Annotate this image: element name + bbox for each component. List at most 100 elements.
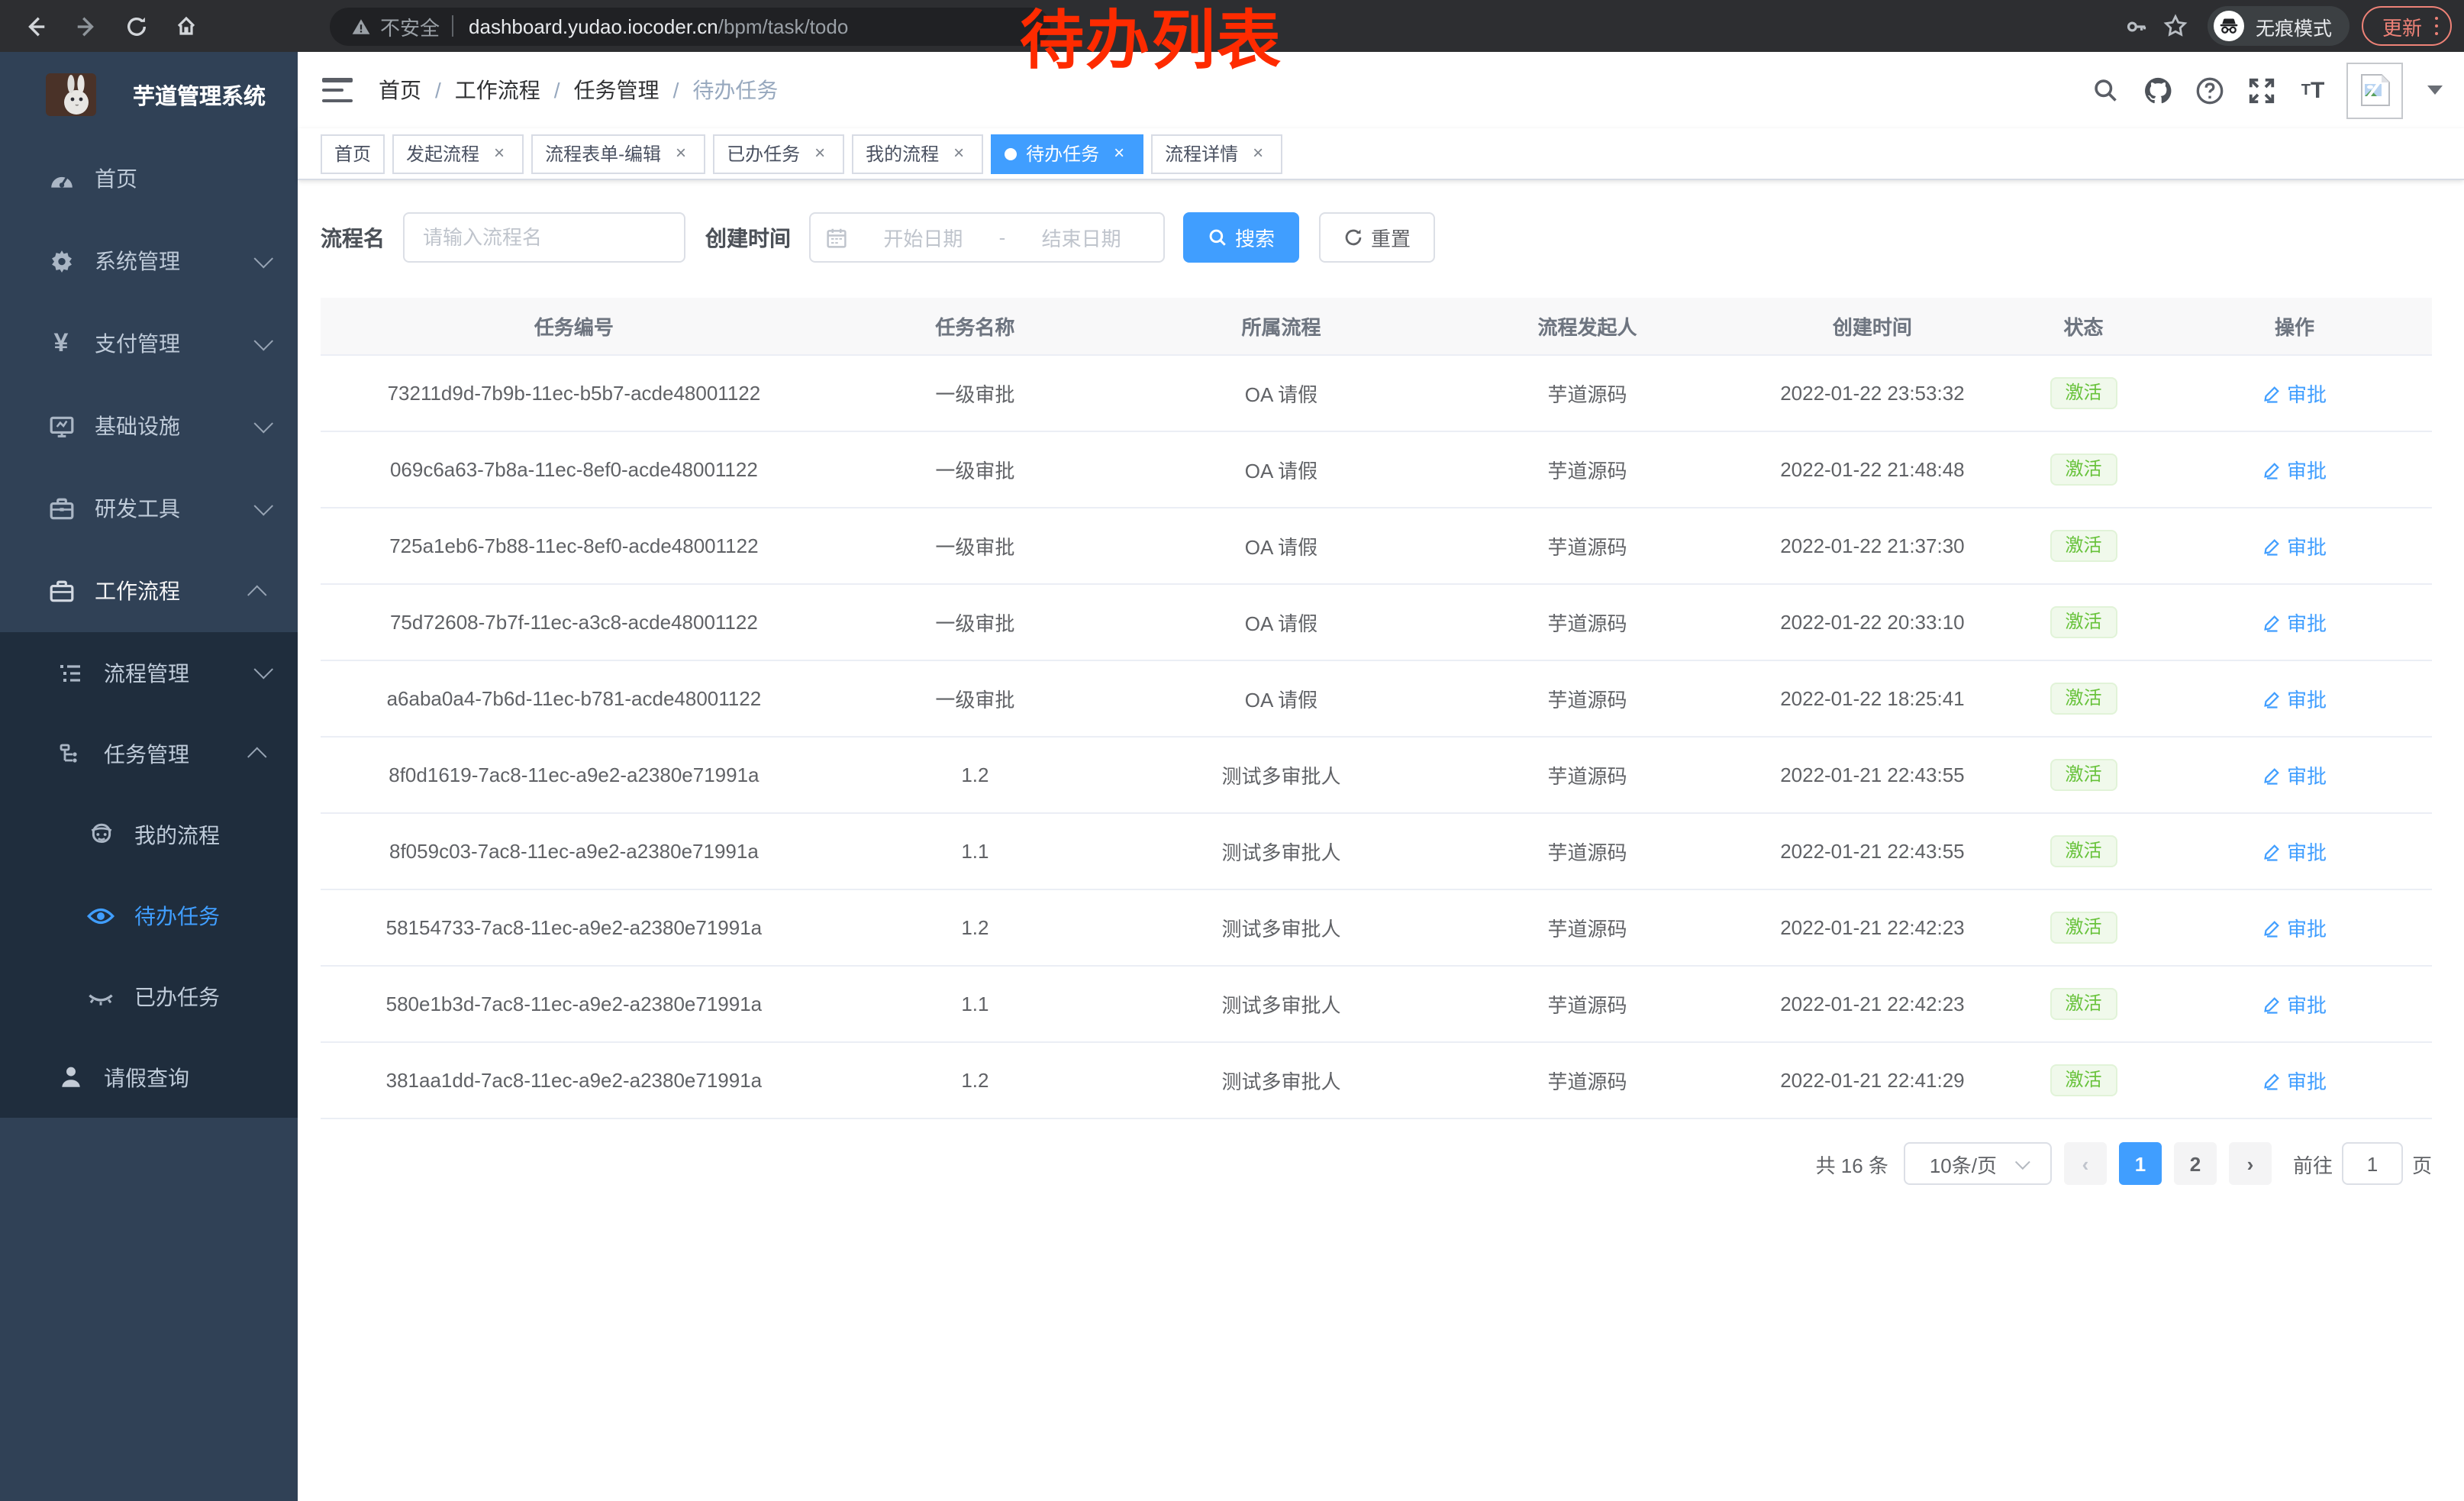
help-icon[interactable]: [2191, 72, 2227, 108]
approve-link[interactable]: 审批: [2262, 379, 2327, 408]
sidebar-item-leave-query[interactable]: 请假查询: [0, 1037, 298, 1118]
approve-link[interactable]: 审批: [2262, 684, 2327, 713]
sidebar-item-workflow[interactable]: 工作流程: [0, 550, 298, 632]
page-content: 流程名 创建时间 开始日期 - 结束日期 搜索: [298, 180, 2464, 1501]
start-date-placeholder[interactable]: 开始日期: [883, 228, 963, 250]
close-tab-icon[interactable]: ×: [1253, 141, 1264, 163]
page-button-1[interactable]: 1: [2118, 1142, 2162, 1185]
cell-process: 测试多审批人: [1221, 765, 1341, 788]
close-tab-icon[interactable]: ×: [814, 141, 826, 163]
tab-6[interactable]: 流程详情 ×: [1151, 134, 1283, 173]
approve-link[interactable]: 审批: [2262, 455, 2327, 484]
tab-1[interactable]: 发起流程 ×: [392, 134, 524, 173]
status-badge: 激活: [2050, 453, 2117, 486]
cell-task-name: 一级审批: [935, 383, 1015, 406]
browser-reload-button[interactable]: [116, 6, 156, 46]
search-icon[interactable]: [2087, 72, 2124, 108]
tab-4[interactable]: 我的流程 ×: [852, 134, 984, 173]
sidebar-item-todo-task[interactable]: 待办任务: [0, 875, 298, 956]
eye-open-icon: [87, 902, 114, 929]
tab-label: 发起流程: [406, 144, 480, 165]
sidebar-item-home[interactable]: 首页: [0, 137, 298, 220]
toolbox-icon: [47, 495, 75, 521]
page-button-2[interactable]: 2: [2173, 1142, 2217, 1185]
tab-0[interactable]: 首页: [321, 134, 385, 173]
tab-label: 流程表单-编辑: [545, 144, 662, 165]
sidebar-item-system[interactable]: 系统管理: [0, 220, 298, 302]
browser-forward-button[interactable]: [66, 6, 105, 46]
date-range-picker[interactable]: 开始日期 - 结束日期: [809, 212, 1165, 263]
password-key-icon[interactable]: [2117, 6, 2156, 46]
page-size-select[interactable]: 10条/页: [1903, 1142, 2052, 1185]
browser-update-button[interactable]: 更新: [2362, 6, 2452, 46]
breadcrumb-home[interactable]: 首页: [379, 78, 421, 102]
incognito-badge: 无痕模式: [2208, 6, 2350, 46]
close-tab-icon[interactable]: ×: [953, 141, 965, 163]
sidebar-item-done-task[interactable]: 已办任务: [0, 956, 298, 1037]
cell-task-id: 8f0d1619-7ac8-11ec-a9e2-a2380e71991a: [389, 763, 760, 786]
reset-button[interactable]: 重置: [1319, 212, 1436, 263]
monitor-icon: [47, 413, 75, 439]
cell-task-name: 一级审批: [935, 689, 1015, 712]
status-badge: 激活: [2050, 987, 2117, 1021]
tab-2[interactable]: 流程表单-编辑 ×: [531, 134, 706, 173]
end-date-placeholder[interactable]: 结束日期: [1041, 228, 1121, 250]
table-row: 75d72608-7b7f-11ec-a3c8-acde48001122 一级审…: [321, 585, 2432, 661]
approve-link[interactable]: 审批: [2262, 1066, 2327, 1095]
approve-link[interactable]: 审批: [2262, 989, 2327, 1018]
approve-link[interactable]: 审批: [2262, 913, 2327, 942]
sidebar-item-payment[interactable]: ¥ 支付管理: [0, 302, 298, 385]
cell-created-time: 2022-01-21 22:42:23: [1780, 993, 1965, 1015]
browser-menu-icon[interactable]: [2434, 16, 2438, 36]
cell-task-id: 725a1eb6-7b88-11ec-8ef0-acde48001122: [389, 534, 759, 557]
prev-page-button[interactable]: ‹: [2063, 1142, 2107, 1185]
approve-link[interactable]: 审批: [2262, 837, 2327, 866]
close-tab-icon[interactable]: ×: [676, 141, 687, 163]
github-icon[interactable]: [2139, 72, 2175, 108]
cell-starter: 芋道源码: [1547, 689, 1627, 712]
sidebar-item-devtools[interactable]: 研发工具: [0, 467, 298, 550]
sidebar-item-my-process[interactable]: 我的流程: [0, 794, 298, 875]
url-divider: [452, 15, 454, 37]
people-icon: [87, 822, 114, 847]
status-badge: 激活: [2050, 1064, 2117, 1097]
table-row: 58154733-7ac8-11ec-a9e2-a2380e71991a 1.2…: [321, 890, 2432, 967]
close-tab-icon[interactable]: ×: [494, 141, 505, 163]
address-bar[interactable]: 不安全 dashboard.yudao.iocoder.cn/bpm/task/…: [330, 7, 1050, 45]
fullscreen-icon[interactable]: [2243, 72, 2279, 108]
sidebar-collapse-icon[interactable]: [322, 78, 353, 102]
edit-pencil-icon: [2264, 691, 2279, 708]
approve-link[interactable]: 审批: [2262, 760, 2327, 789]
org-tree-icon: [56, 741, 84, 766]
sidebar-item-infra[interactable]: 基础设施: [0, 385, 298, 467]
chevron-down-icon: [2014, 1154, 2030, 1170]
goto-page-input[interactable]: [2341, 1142, 2403, 1185]
breadcrumb-workflow[interactable]: 工作流程: [454, 78, 540, 102]
sidebar-item-task-mgmt[interactable]: 任务管理: [0, 713, 298, 794]
sidebar-item-process-mgmt[interactable]: 流程管理: [0, 632, 298, 713]
tab-5[interactable]: 待办任务 ×: [991, 134, 1144, 173]
edit-pencil-icon: [2264, 767, 2279, 784]
breadcrumb-task-mgmt[interactable]: 任务管理: [573, 78, 660, 102]
avatar-dropdown-caret[interactable]: [2427, 86, 2443, 95]
close-tab-icon[interactable]: ×: [1114, 141, 1125, 163]
approve-link[interactable]: 审批: [2262, 608, 2327, 637]
bookmark-star-icon[interactable]: [2156, 6, 2196, 46]
list-tree-icon: [56, 660, 84, 685]
tab-3[interactable]: 已办任务 ×: [713, 134, 845, 173]
search-button[interactable]: 搜索: [1183, 212, 1300, 263]
browser-back-button[interactable]: [15, 6, 55, 46]
approve-link[interactable]: 审批: [2262, 531, 2327, 560]
process-name-input[interactable]: [403, 212, 685, 263]
edit-pencil-icon: [2264, 844, 2279, 860]
table-row: a6aba0a4-7b6d-11ec-b781-acde48001122 一级审…: [321, 661, 2432, 738]
security-label[interactable]: 不安全: [380, 16, 440, 39]
forward-arrow-icon: [76, 16, 93, 36]
cell-created-time: 2022-01-22 20:33:10: [1780, 611, 1965, 634]
browser-home-button[interactable]: [166, 6, 206, 46]
url-path: /bpm/task/todo: [718, 15, 849, 37]
cell-task-name: 1.1: [961, 840, 989, 863]
avatar[interactable]: [2346, 62, 2403, 118]
next-page-button[interactable]: ›: [2228, 1142, 2272, 1185]
